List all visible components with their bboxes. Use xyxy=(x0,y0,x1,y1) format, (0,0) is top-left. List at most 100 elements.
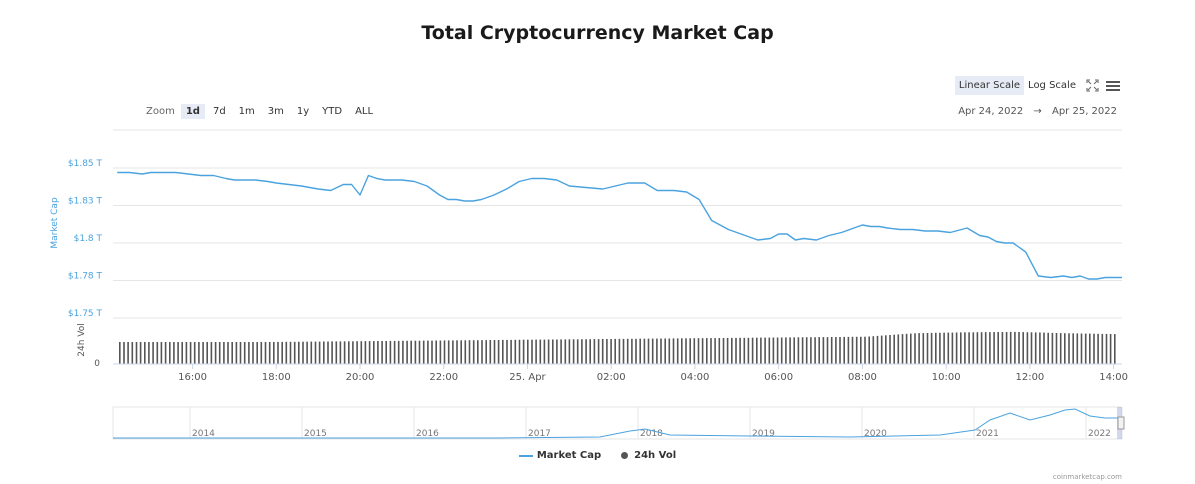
volume-bar xyxy=(839,337,841,364)
volume-bar xyxy=(443,340,446,364)
volume-bar xyxy=(1068,333,1070,364)
volume-bar xyxy=(385,341,387,364)
zoom-3m-button[interactable]: 3m xyxy=(267,106,284,117)
range-to[interactable]: Apr 25, 2022 xyxy=(1051,106,1117,117)
zoom-1y-button[interactable]: 1y xyxy=(296,106,310,117)
navigator-year-label: 2019 xyxy=(752,429,775,439)
volume-bar xyxy=(169,342,171,364)
volume-bar xyxy=(393,340,396,364)
navigator-line xyxy=(113,408,1122,439)
volume-bar xyxy=(260,342,263,364)
scale-toolbar: Linear Scale Log Scale xyxy=(954,76,1121,95)
zoom-ytd-button[interactable]: YTD xyxy=(322,106,343,117)
volume-bar xyxy=(656,338,658,364)
x-tick-label: 25. Apr xyxy=(509,372,546,383)
volume-bar xyxy=(452,340,454,364)
volume-bar xyxy=(227,342,229,364)
volume-bar xyxy=(381,341,383,364)
volume-bar xyxy=(835,337,837,364)
volume-bar xyxy=(214,342,217,364)
volume-bar xyxy=(181,342,183,364)
volume-bar xyxy=(1055,333,1058,364)
volume-bar xyxy=(560,339,562,364)
volume-bar xyxy=(1114,334,1116,364)
volume-bar xyxy=(797,337,800,364)
volume-bar xyxy=(993,332,995,364)
volume-bar xyxy=(1051,332,1054,364)
volume-bar xyxy=(123,342,125,364)
x-tick-label: 20:00 xyxy=(346,372,375,383)
axes: $1.75 T $1.78 T $1.8 T $1.83 T $1.85 T Market… xyxy=(50,159,1128,383)
zoom-selector: Zoom 1d 7d 1m 3m 1y YTD ALL xyxy=(146,104,381,119)
volume-bar xyxy=(506,339,508,364)
volume-bar xyxy=(547,339,550,364)
grid-lines xyxy=(113,129,1122,319)
volume-bar xyxy=(252,342,254,364)
volume-bar xyxy=(1093,333,1095,364)
x-tick-label: 04:00 xyxy=(681,372,710,383)
volume-bar xyxy=(289,341,292,364)
volume-bar xyxy=(880,335,883,364)
volume-bar xyxy=(872,336,875,364)
volume-bar xyxy=(202,342,204,364)
y-tick-label: $1.83 T xyxy=(68,197,103,207)
volume-bar xyxy=(206,342,208,364)
volume-bar xyxy=(905,333,908,364)
legend-item-volume[interactable]: 24h Vol xyxy=(621,450,676,461)
volume-bar xyxy=(539,339,542,364)
volume-bar xyxy=(464,340,467,364)
volume-bar xyxy=(668,338,671,364)
range-from[interactable]: Apr 24, 2022 xyxy=(958,106,1024,117)
volume-bar xyxy=(614,338,616,364)
volume-bar xyxy=(722,338,725,364)
volume-bar xyxy=(689,338,691,364)
legend-label-volume: 24h Vol xyxy=(634,450,677,461)
navigator-frame xyxy=(112,406,1123,440)
volume-bar xyxy=(160,342,163,364)
volume-bar xyxy=(664,338,666,364)
volume-bar xyxy=(855,336,858,364)
x-tick-label: 18:00 xyxy=(262,372,291,383)
volume-bar xyxy=(356,341,358,364)
volume-bar xyxy=(805,337,808,364)
volume-bar xyxy=(1043,332,1045,364)
volume-bar xyxy=(273,342,275,364)
volume-bar xyxy=(926,333,929,364)
volume-axis-title: 24h Vol xyxy=(77,323,87,356)
zoom-all-button[interactable]: ALL xyxy=(355,106,374,117)
volume-bar xyxy=(173,342,175,364)
volume-bar xyxy=(860,336,862,364)
fullscreen-icon[interactable] xyxy=(1086,79,1099,92)
volume-bar xyxy=(572,339,575,364)
volume-bar xyxy=(751,337,754,364)
volume-bar xyxy=(210,342,213,364)
volume-bar xyxy=(701,338,704,364)
y-tick-label: $1.78 T xyxy=(68,272,103,282)
volume-bar xyxy=(285,341,288,364)
volume-bar xyxy=(697,338,700,364)
zoom-7d-button[interactable]: 7d xyxy=(212,106,226,117)
volume-bar xyxy=(785,337,787,364)
volume-bar xyxy=(747,337,750,364)
volume-bar xyxy=(685,338,687,364)
zoom-1m-button[interactable]: 1m xyxy=(238,106,255,117)
volume-bar xyxy=(984,332,987,364)
volume-series xyxy=(119,331,1116,364)
volume-bar xyxy=(119,342,121,364)
log-scale-button[interactable]: Log Scale xyxy=(1028,80,1076,91)
volume-bar xyxy=(339,341,342,364)
linear-scale-button[interactable]: Linear Scale xyxy=(954,76,1025,95)
menu-icon[interactable] xyxy=(1105,79,1121,92)
zoom-1d-button[interactable]: 1d xyxy=(180,104,205,119)
volume-bar xyxy=(914,333,916,364)
volume-bar xyxy=(651,338,654,364)
volume-bar xyxy=(293,341,296,364)
volume-bar xyxy=(243,342,246,364)
credits-link[interactable]: coinmarketcap.com xyxy=(1052,473,1122,481)
volume-bar xyxy=(601,339,604,364)
volume-bar xyxy=(306,341,308,364)
x-tick-label: 16:00 xyxy=(178,372,207,383)
legend-item-market-cap[interactable]: Market Cap xyxy=(518,450,601,461)
volume-bar xyxy=(756,337,758,364)
volume-bar xyxy=(918,333,920,364)
